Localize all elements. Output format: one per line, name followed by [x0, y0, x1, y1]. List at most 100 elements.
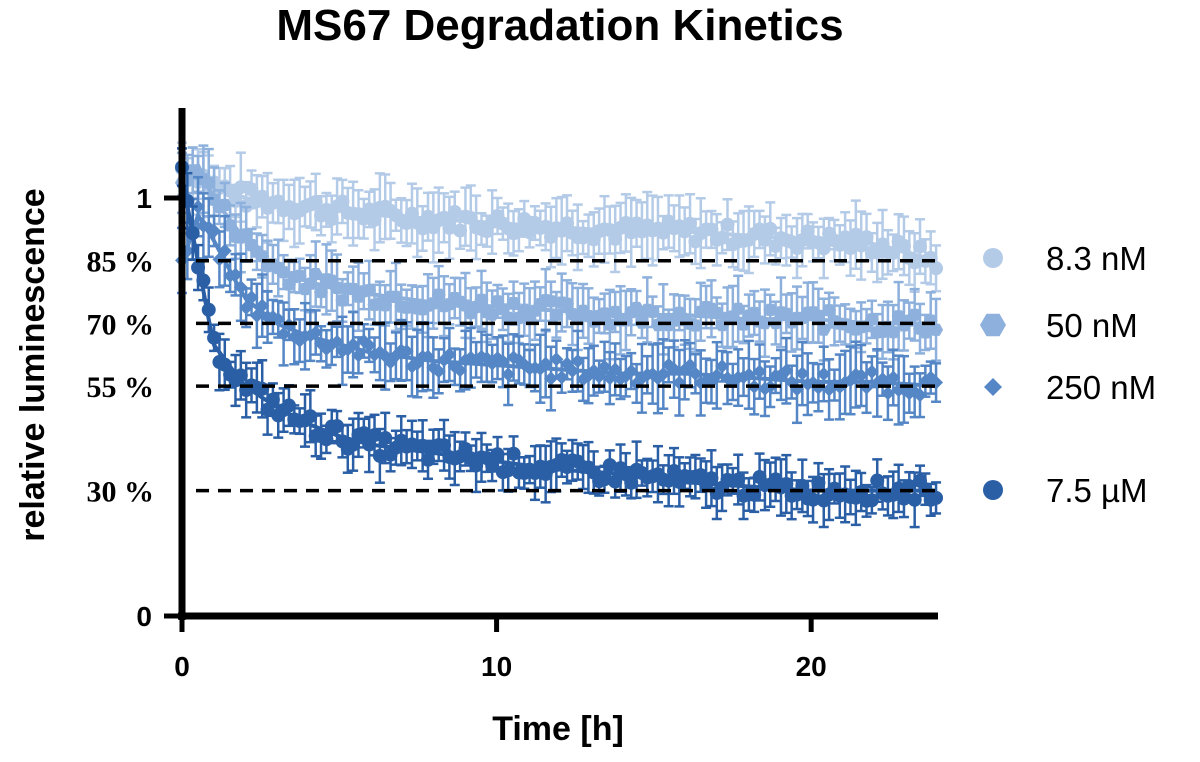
data-point	[437, 438, 452, 453]
reference-label: 55 %	[87, 371, 155, 404]
data-point	[239, 228, 254, 241]
data-point	[265, 392, 280, 407]
data-point	[330, 419, 345, 434]
chart-title: MS67 Degradation Kinetics	[276, 1, 843, 50]
data-point	[896, 491, 911, 506]
data-point	[378, 430, 393, 445]
data-point	[752, 364, 767, 379]
data-point	[201, 176, 216, 189]
data-point	[709, 306, 724, 319]
legend-marker	[983, 480, 1003, 500]
data-point	[656, 367, 671, 382]
data-point	[565, 363, 580, 378]
data-point	[544, 371, 559, 386]
data-point	[891, 310, 906, 323]
data-point	[442, 347, 457, 362]
data-point	[303, 409, 318, 424]
data-point	[249, 308, 264, 323]
data-point	[191, 199, 206, 214]
data-point	[367, 428, 382, 443]
data-point	[763, 303, 778, 316]
data-point	[447, 205, 462, 220]
data-point	[501, 367, 516, 382]
data-layer	[175, 141, 944, 529]
data-point	[864, 493, 879, 508]
data-point	[848, 227, 863, 242]
data-point	[602, 371, 617, 386]
data-point	[645, 305, 660, 318]
data-point	[715, 230, 730, 245]
data-point	[501, 463, 516, 478]
data-point	[854, 368, 869, 383]
data-point	[356, 426, 371, 441]
data-point	[918, 326, 933, 339]
ticks: 0 10 20 0 1	[136, 183, 826, 682]
legend: 8.3 nM 50 nM 250 nM 7.5 µM	[980, 240, 1156, 509]
data-point	[185, 226, 200, 241]
data-point	[886, 370, 901, 385]
data-point	[816, 366, 831, 381]
data-point	[709, 368, 724, 383]
data-point	[656, 225, 671, 240]
data-point	[276, 266, 291, 279]
data-point	[330, 334, 345, 349]
data-point	[624, 475, 639, 490]
reference-label: 70 %	[87, 308, 155, 341]
legend-marker	[984, 378, 1002, 396]
x-tick-label: 10	[481, 651, 512, 682]
data-point	[495, 354, 510, 369]
data-point	[511, 223, 526, 238]
data-point	[704, 222, 719, 237]
data-point	[795, 366, 810, 381]
data-point	[303, 277, 318, 290]
data-point	[308, 325, 323, 340]
data-point	[602, 458, 617, 473]
data-point	[597, 359, 612, 374]
data-point	[608, 231, 623, 246]
data-point	[233, 368, 248, 383]
data-point	[913, 388, 928, 403]
data-point	[330, 281, 345, 294]
data-point	[816, 241, 831, 256]
data-point	[431, 364, 446, 379]
data-point	[880, 386, 895, 401]
data-point	[292, 269, 307, 282]
data-point	[811, 475, 826, 490]
data-point	[335, 294, 350, 307]
data-point	[838, 230, 853, 245]
data-point	[485, 458, 500, 473]
data-point	[191, 260, 206, 275]
data-point	[453, 363, 468, 378]
data-point	[415, 221, 430, 236]
data-point	[196, 273, 211, 288]
data-point	[228, 267, 243, 282]
data-point	[624, 364, 639, 379]
data-point	[314, 286, 328, 299]
data-point	[490, 447, 505, 462]
data-point	[538, 356, 553, 371]
y-axis-title: relative luminescence	[14, 188, 52, 541]
data-point	[913, 239, 928, 254]
data-point	[233, 180, 248, 195]
data-point	[554, 370, 569, 385]
data-point	[239, 300, 254, 315]
data-point	[592, 369, 607, 384]
data-point	[431, 288, 446, 301]
data-point	[335, 194, 350, 209]
data-point	[929, 261, 944, 276]
legend-item-0: 8.3 nM	[983, 240, 1147, 277]
data-point	[421, 349, 436, 364]
data-point	[741, 367, 756, 382]
data-point	[255, 189, 270, 204]
data-point	[715, 359, 730, 374]
data-point	[731, 472, 746, 487]
legend-label: 250 nM	[1046, 369, 1156, 406]
x-tick-label: 0	[174, 651, 190, 682]
reference-label: 85 %	[87, 246, 155, 279]
data-point	[281, 398, 296, 413]
data-point	[217, 243, 232, 258]
data-point	[800, 224, 815, 239]
legend-marker	[980, 313, 1006, 337]
data-point	[324, 211, 339, 226]
